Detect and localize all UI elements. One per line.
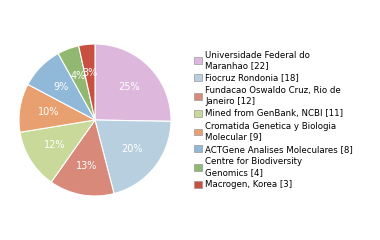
Text: 12%: 12% <box>44 140 66 150</box>
Text: 20%: 20% <box>121 144 143 154</box>
Wedge shape <box>95 44 171 121</box>
Wedge shape <box>28 54 95 120</box>
Wedge shape <box>58 46 95 120</box>
Text: 3%: 3% <box>82 68 98 78</box>
Text: 4%: 4% <box>71 71 86 81</box>
Wedge shape <box>95 120 171 194</box>
Wedge shape <box>20 120 95 182</box>
Text: 25%: 25% <box>118 82 139 92</box>
Text: 13%: 13% <box>76 161 97 171</box>
Wedge shape <box>51 120 114 196</box>
Legend: Universidade Federal do
Maranhao [22], Fiocruz Rondonia [18], Fundacao Oswaldo C: Universidade Federal do Maranhao [22], F… <box>194 51 353 189</box>
Text: 10%: 10% <box>38 107 59 117</box>
Text: 9%: 9% <box>54 82 69 92</box>
Wedge shape <box>79 44 95 120</box>
Wedge shape <box>19 84 95 132</box>
